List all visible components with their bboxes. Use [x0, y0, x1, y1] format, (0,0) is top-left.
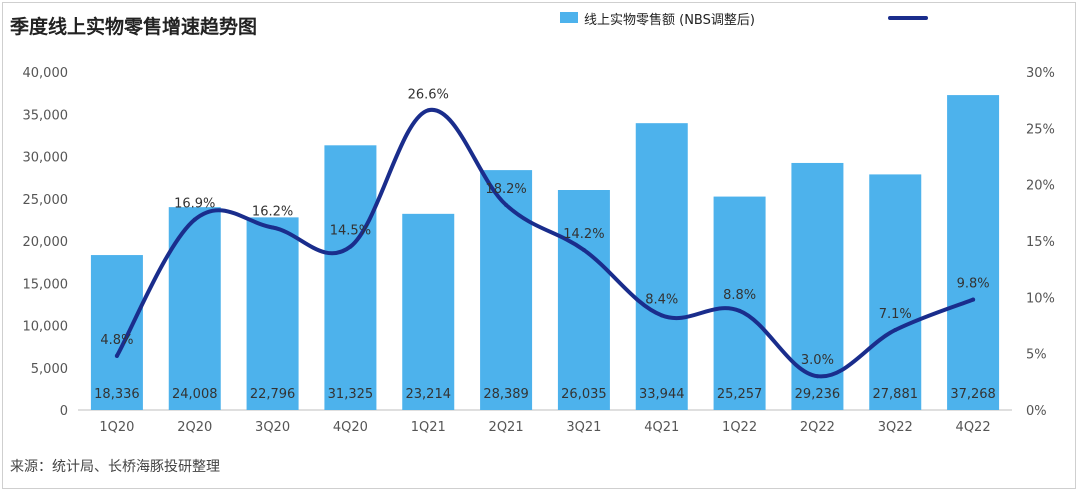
line-point: [893, 328, 898, 333]
line-value-label: 18.2%: [485, 182, 526, 197]
x-tick-label: 3Q20: [255, 420, 290, 435]
bar-value-label: 29,236: [795, 387, 841, 402]
bar: [869, 174, 922, 410]
x-tick-label: 1Q22: [722, 420, 757, 435]
x-tick-label: 1Q21: [411, 420, 446, 435]
y-left-tick-label: 20,000: [23, 235, 69, 250]
bar: [557, 190, 610, 410]
line-point: [348, 244, 353, 249]
legend-bar-swatch: [560, 12, 578, 23]
x-tick-label: 2Q21: [489, 420, 524, 435]
line-point: [659, 313, 664, 318]
bar-value-label: 22,796: [250, 387, 296, 402]
x-tick-label: 1Q20: [99, 420, 134, 435]
y-left-tick-label: 35,000: [23, 108, 69, 123]
line-value-label: 26.6%: [408, 87, 449, 102]
line-point: [815, 374, 820, 379]
line-point: [114, 353, 119, 358]
line-value-label: 3.0%: [801, 353, 834, 368]
y-right-tick-label: 30%: [1026, 66, 1055, 81]
bar: [402, 213, 455, 410]
y-left-tick-label: 25,000: [23, 193, 69, 208]
x-tick-label: 3Q21: [566, 420, 601, 435]
line-point: [581, 248, 586, 253]
bar-value-label: 24,008: [172, 387, 218, 402]
chart-title: 季度线上实物零售增速趋势图: [10, 16, 258, 38]
bar-value-label: 33,944: [639, 387, 685, 402]
x-tick-label: 4Q20: [333, 420, 368, 435]
y-left-tick-label: 15,000: [23, 277, 69, 292]
line-value-label: 16.2%: [252, 204, 293, 219]
y-left-tick-label: 0: [60, 404, 68, 419]
line-point: [504, 202, 509, 207]
line-value-label: 8.8%: [723, 288, 756, 303]
y-left-tick-label: 40,000: [23, 66, 69, 81]
y-left-tick-label: 10,000: [23, 320, 69, 335]
x-tick-label: 4Q21: [644, 420, 679, 435]
x-tick-label: 2Q20: [177, 420, 212, 435]
x-tick-label: 2Q22: [800, 420, 835, 435]
bar: [246, 217, 299, 410]
line-point: [971, 297, 976, 302]
legend-line-swatch: [888, 16, 928, 20]
bar-value-label: 26,035: [561, 387, 607, 402]
line-point: [270, 225, 275, 230]
y-right-tick-label: 15%: [1026, 235, 1055, 250]
y-left-tick-label: 5,000: [31, 362, 68, 377]
x-tick-label: 3Q22: [878, 420, 913, 435]
bar: [635, 123, 688, 410]
bar-value-label: 28,389: [483, 387, 529, 402]
line-value-label: 9.8%: [957, 277, 990, 292]
y-left-tick-label: 30,000: [23, 151, 69, 166]
bar-value-label: 25,257: [717, 387, 763, 402]
line-value-label: 14.5%: [330, 224, 371, 239]
line-point: [737, 308, 742, 313]
bar-value-label: 27,881: [873, 387, 919, 402]
bar-value-label: 23,214: [406, 387, 452, 402]
x-tick-label: 4Q22: [956, 420, 991, 435]
line-value-label: 14.2%: [563, 227, 604, 242]
source-note: 来源：统计局、长桥海豚投研整理: [10, 459, 220, 475]
bar: [480, 170, 533, 410]
bar: [168, 207, 221, 410]
bar: [90, 255, 143, 410]
bar: [324, 145, 377, 410]
legend-bar-label: 线上实物零售额 (NBS调整后): [584, 13, 755, 28]
line-value-label: 7.1%: [879, 307, 912, 322]
y-right-tick-label: 5%: [1026, 348, 1047, 363]
y-right-tick-label: 20%: [1026, 179, 1055, 194]
y-right-tick-label: 25%: [1026, 122, 1055, 137]
y-right-tick-label: 0%: [1026, 404, 1047, 419]
bar: [947, 95, 1000, 411]
line-point: [192, 217, 197, 222]
bar-value-label: 18,336: [94, 387, 140, 402]
y-right-tick-label: 10%: [1026, 291, 1055, 306]
bar: [713, 196, 766, 410]
bar-value-label: 37,268: [950, 387, 996, 402]
line-value-label: 8.4%: [645, 292, 678, 307]
line-value-label: 4.8%: [100, 333, 133, 348]
line-point: [426, 108, 431, 113]
bar-value-label: 31,325: [328, 387, 374, 402]
line-value-label: 16.9%: [174, 197, 215, 212]
growth-rate-line: [114, 108, 976, 379]
